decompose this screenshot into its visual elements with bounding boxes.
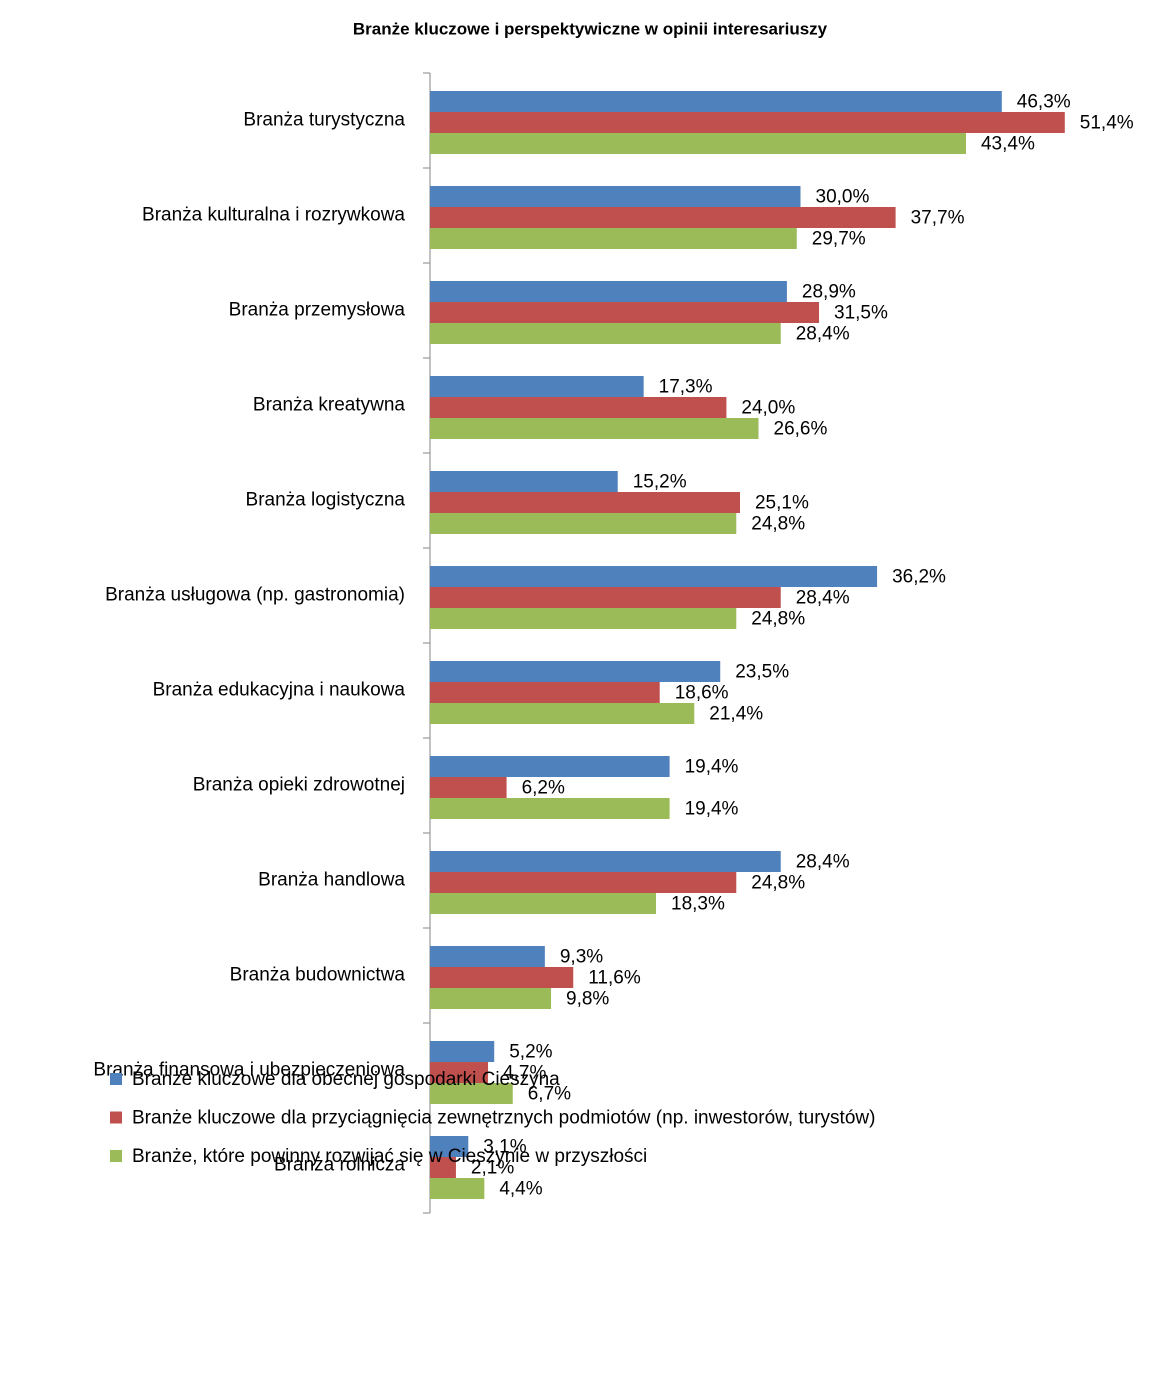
value-label: 24,8%	[751, 609, 805, 630]
value-label: 15,2%	[633, 472, 687, 493]
category-label: Branża budownictwa	[230, 965, 406, 986]
bar	[430, 207, 896, 228]
bar	[430, 376, 644, 397]
value-label: 6,2%	[522, 778, 565, 799]
category-label: Branża kreatywna	[253, 395, 406, 416]
bar	[430, 1178, 485, 1199]
value-label: 46,3%	[1017, 92, 1071, 113]
bar	[430, 587, 781, 608]
legend-label: Branże, które powinny rozwijać się w Cie…	[132, 1146, 647, 1167]
value-label: 24,0%	[741, 398, 795, 419]
category-label: Branża opieki zdrowotnej	[193, 775, 405, 796]
value-label: 23,5%	[735, 662, 789, 683]
chart-title: Branże kluczowe i perspektywiczne w opin…	[353, 19, 828, 38]
value-label: 6,7%	[528, 1084, 571, 1105]
legend-label: Branże kluczowe dla przyciągnięcia zewnę…	[132, 1108, 875, 1129]
bar	[430, 1157, 456, 1178]
bar	[430, 756, 670, 777]
category-label: Branża edukacyjna i naukowa	[153, 680, 406, 701]
category-label: Branża usługowa (np. gastronomia)	[105, 585, 405, 606]
legend-swatch	[110, 1150, 122, 1162]
value-label: 19,4%	[685, 799, 739, 820]
value-label: 29,7%	[812, 229, 866, 250]
value-label: 24,8%	[751, 514, 805, 535]
value-label: 28,4%	[796, 324, 850, 345]
value-label: 28,4%	[796, 852, 850, 873]
value-label: 18,6%	[675, 683, 729, 704]
value-label: 11,6%	[588, 968, 641, 989]
bar	[430, 397, 727, 418]
bar	[430, 893, 657, 914]
bar	[430, 112, 1065, 133]
value-label: 43,4%	[981, 134, 1035, 155]
bar	[430, 228, 797, 249]
bar	[430, 661, 721, 682]
value-label: 2,1%	[471, 1158, 514, 1179]
value-label: 9,8%	[566, 989, 609, 1010]
bar	[430, 471, 618, 492]
value-label: 36,2%	[892, 567, 946, 588]
category-label: Branża logistyczna	[246, 490, 406, 511]
value-label: 25,1%	[755, 493, 809, 514]
value-label: 21,4%	[709, 704, 763, 725]
legend-label: Branże kluczowe dla obecnej gospodarki C…	[132, 1069, 560, 1090]
category-label: Branża turystyczna	[243, 110, 405, 131]
value-label: 3,1%	[483, 1137, 526, 1158]
value-label: 19,4%	[685, 757, 739, 778]
bar	[430, 418, 759, 439]
bar	[430, 133, 966, 154]
bar	[430, 1041, 495, 1062]
bar	[430, 513, 737, 534]
bar	[430, 988, 552, 1009]
bar	[430, 967, 574, 988]
bar	[430, 302, 820, 323]
category-label: Branża rolnicza	[274, 1155, 405, 1176]
value-label: 4,7%	[503, 1063, 546, 1084]
bar	[430, 608, 737, 629]
category-label: Branża przemysłowa	[229, 300, 406, 321]
bar	[430, 492, 740, 513]
value-label: 24,8%	[751, 873, 805, 894]
category-label: Branża finansowa i ubezpieczeniowa	[93, 1060, 405, 1081]
value-label: 51,4%	[1080, 113, 1134, 134]
bar	[430, 872, 737, 893]
value-label: 28,9%	[802, 282, 856, 303]
value-label: 26,6%	[774, 419, 828, 440]
bar	[430, 186, 801, 207]
value-label: 4,4%	[499, 1179, 542, 1200]
category-label: Branża handlowa	[258, 870, 405, 891]
value-label: 37,7%	[911, 208, 965, 229]
value-label: 18,3%	[671, 894, 725, 915]
bar	[430, 1083, 513, 1104]
bar	[430, 777, 507, 798]
value-label: 17,3%	[659, 377, 713, 398]
value-label: 5,2%	[509, 1042, 552, 1063]
bar	[430, 682, 660, 703]
legend-swatch	[110, 1111, 122, 1124]
bar	[430, 798, 670, 819]
value-label: 31,5%	[834, 303, 888, 324]
bar	[430, 851, 781, 872]
bar	[430, 566, 878, 587]
bar	[430, 946, 545, 967]
category-label: Branża kulturalna i rozrywkowa	[142, 205, 405, 226]
legend-swatch	[110, 1073, 122, 1085]
value-label: 9,3%	[560, 947, 603, 968]
value-label: 30,0%	[816, 187, 870, 208]
bar	[430, 703, 695, 724]
bar	[430, 91, 1002, 112]
bar	[430, 323, 781, 344]
bar	[430, 1062, 489, 1083]
value-label: 28,4%	[796, 588, 850, 609]
bar	[430, 281, 787, 302]
bar	[430, 1136, 469, 1157]
